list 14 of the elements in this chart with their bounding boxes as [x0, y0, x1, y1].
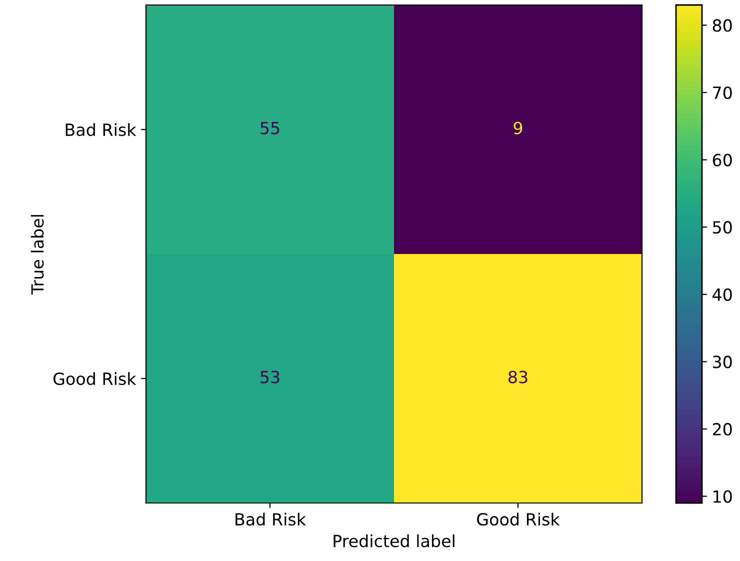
color-bar-label: 60 — [712, 154, 732, 166]
color-bar-label: 40 — [712, 288, 732, 301]
color-bar-label: 80 — [712, 19, 732, 32]
color-bar-label: 20 — [712, 422, 732, 436]
color-bar-label: 30 — [712, 356, 732, 368]
y-axis-title: True label — [30, 215, 44, 295]
data-label: 83 — [508, 370, 528, 384]
data-label: 9 — [514, 122, 522, 134]
x-axis-title: Predicted label — [334, 534, 454, 548]
color-bar-label: 50 — [713, 221, 732, 234]
data-label: 55 — [260, 122, 280, 134]
data-label: 53 — [260, 370, 280, 384]
color-bar-label: 70 — [713, 86, 732, 100]
color-bar-label: 10 — [714, 490, 732, 503]
